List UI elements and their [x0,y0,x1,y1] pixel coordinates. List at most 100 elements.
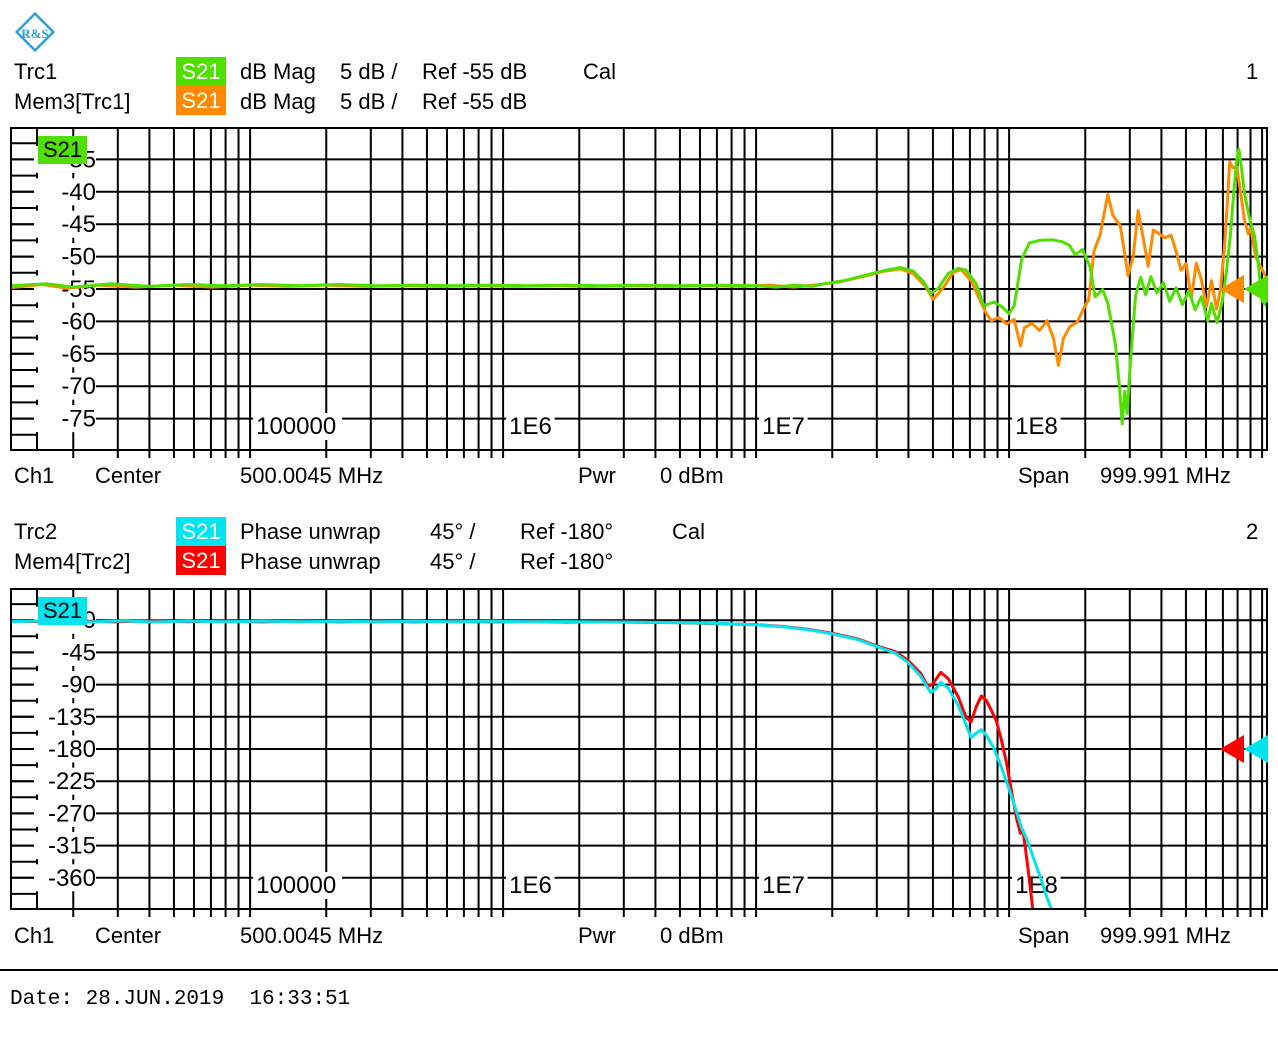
y-tick-bg [34,178,96,206]
center-label: Center [95,463,162,488]
trace-ref: Ref -180° [520,549,614,574]
y-tick-bg [34,340,96,368]
span-label: Span [1018,463,1070,488]
y-tick-bg [34,372,96,400]
phase-chart[interactable]: 0 -45 -90 -135 -180 -225 -270 -315 -360 100000 1E6… [10,588,1268,918]
y-tick-bg [34,864,96,892]
trace-polyline-trc1-s21[interactable] [10,147,1268,426]
ref-level-marker-mem4-trc2-[interactable] [1220,735,1244,763]
y-tick-bg [34,638,96,666]
x-tick-bg [253,872,343,899]
y-tick-label: -225 [48,768,96,795]
trace-name: Mem3[Trc1] [14,89,131,114]
y-tick-label: -70 [61,373,96,400]
y-tick-bg [34,405,96,433]
meas-badge[interactable]: S21 [176,57,226,86]
chart-meas-badge[interactable]: S21 [38,136,88,164]
power-value: 0 dBm [660,463,724,488]
trace-format: dB Mag [240,89,316,114]
span-label: Span [1018,923,1070,948]
span-value: 999.991 MHz [1100,923,1231,948]
magnitude-chart-svg[interactable]: -35-40-45-50-55-60-65-70-751000001E61E71… [10,127,1268,459]
grid [10,588,1268,917]
power-label: Pwr [578,463,616,488]
power-value: 0 dBm [660,923,724,948]
ref-level-marker-trc1[interactable] [1244,275,1268,303]
y-tick-label: -45 [61,639,96,666]
x-tick-label: 1E7 [762,872,805,899]
x-tick-bg [506,872,555,899]
y-tick-label: -315 [48,833,96,860]
y-tick-bg [34,832,96,860]
x-tick-label: 1E6 [509,413,552,440]
channel-number: 2 [1246,519,1259,544]
trace-name: Trc2 [14,519,58,544]
y-tick-bg [34,799,96,827]
axis-labels: -35-40-45-50-55-60-65-70-751000001E61E71… [34,145,1061,440]
meas-badge[interactable]: S21 [176,86,226,115]
y-tick-bg [34,671,96,699]
span-value: 999.991 MHz [1100,463,1231,488]
trace-format: dB Mag [240,59,316,84]
trace-polyline-trc2-s21[interactable] [10,619,1053,914]
y-tick-label: -135 [48,704,96,731]
y-tick-bg [34,243,96,271]
trace-format: Phase unwrap [240,519,381,544]
y-tick-bg [34,703,96,731]
x-tick-bg [759,413,808,440]
y-tick-label: -75 [61,406,96,433]
grid [10,127,1268,458]
trace-name: Trc1 [14,59,58,84]
channel-label: Ch1 [14,463,55,488]
x-tick-bg [1012,413,1061,440]
power-label: Pwr [578,923,616,948]
x-tick-label: 1E8 [1015,872,1058,899]
trace-scale: 5 dB / [340,59,398,84]
chart-meas-badge[interactable]: S21 [38,597,88,625]
meas-badge[interactable]: S21 [176,546,226,575]
y-tick-bg [34,735,96,763]
ref-level-marker-trc2[interactable] [1244,735,1268,763]
trace-scale: 45° / [430,549,476,574]
y-tick-bg [34,307,96,335]
x-tick-bg [506,413,555,440]
channel-number: 1 [1246,59,1259,84]
divider-line [0,969,1278,971]
y-tick-label: -360 [48,865,96,892]
channel-label: Ch1 [14,923,55,948]
y-tick-label: -180 [48,736,96,763]
x-tick-bg [1012,872,1061,899]
logo-diamond [14,11,56,53]
y-tick-label: -50 [61,244,96,271]
x-tick-bg [759,872,808,899]
cal-label: Cal [583,59,617,84]
rs-logo: R&S [14,11,56,53]
ref-level-marker-mem3-trc1-[interactable] [1220,275,1244,303]
y-tick-bg [34,767,96,795]
x-tick-label: 1E7 [762,413,805,440]
center-label: Center [95,923,162,948]
trace-ref: Ref -55 dB [422,89,528,114]
y-tick-label: -270 [48,800,96,827]
trace-scale: 45° / [430,519,476,544]
trace-scale: 5 dB / [340,89,398,114]
axis-labels: 0-45-90-135-180-225-270-315-360 100000 1E6… [34,606,1061,899]
x-tick-label: 100000 [256,413,336,440]
trace-ref: Ref -180° [520,519,614,544]
magnitude-chart[interactable]: -35-40-45-50-55-60-65-70-751000001E61E71… [10,127,1268,459]
trace-format: Phase unwrap [240,549,381,574]
center-value: 500.0045 MHz [240,923,384,948]
x-tick-label: 1E8 [1015,413,1058,440]
phase-chart-svg[interactable]: 0-45-90-135-180-225-270-315-360 100000 1E6… [10,588,1268,918]
trace-polyline-mem4-trc2-s21[interactable] [10,619,1035,912]
x-tick-label: 1E6 [509,872,552,899]
x-tick-label: 100000 [256,872,336,899]
meas-badge[interactable]: S21 [176,517,226,546]
y-tick-bg [34,210,96,238]
cal-label: Cal [672,519,706,544]
trace-ref: Ref -55 dB [422,59,528,84]
date-text: Date: 28.JUN.2019 16:33:51 [10,988,351,1011]
y-tick-label: -65 [61,341,96,368]
x-tick-bg [253,413,343,440]
